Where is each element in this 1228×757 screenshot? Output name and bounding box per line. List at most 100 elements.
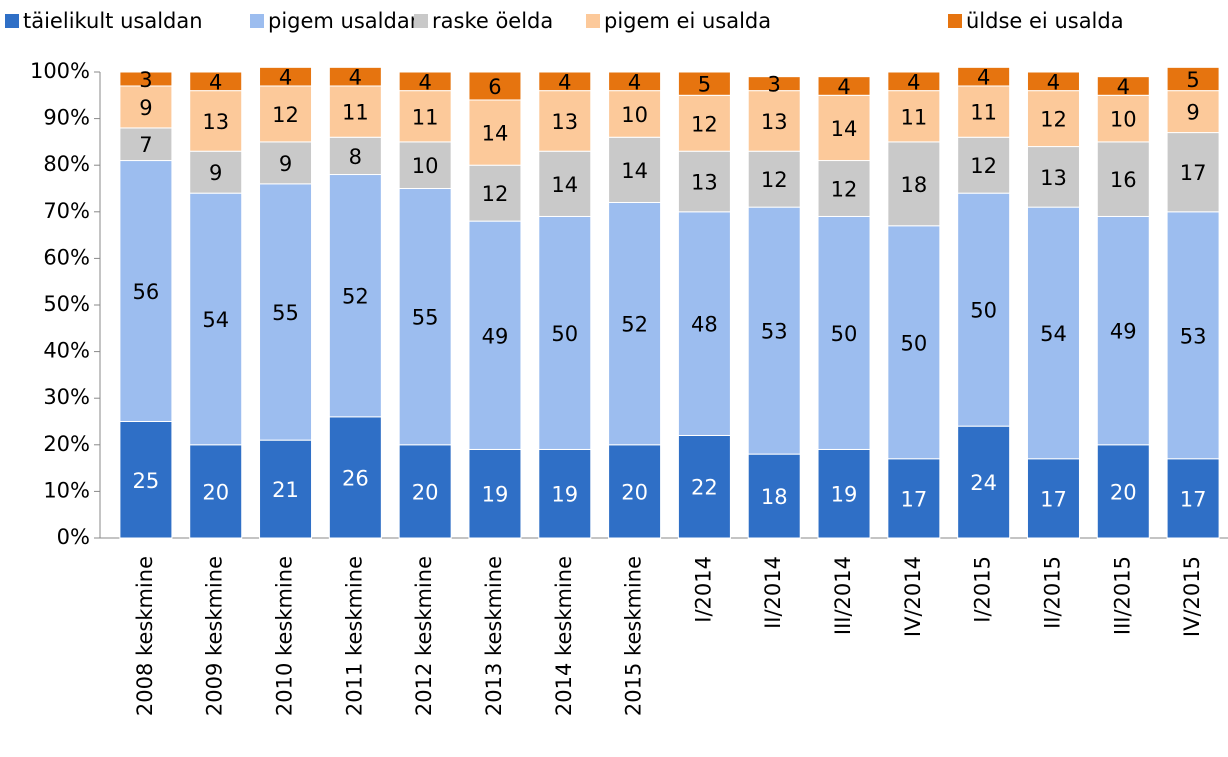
bar-segment <box>119 85 173 129</box>
legend-swatch <box>414 14 428 28</box>
x-tick-label: IV/2015 <box>1180 556 1204 637</box>
bar-segment <box>259 141 313 185</box>
bar-segment <box>957 192 1011 427</box>
bar-segment <box>328 66 382 87</box>
data-label: 26 <box>342 466 369 490</box>
data-label: 52 <box>621 313 648 337</box>
legend-swatch <box>586 14 600 28</box>
bar-segment <box>747 206 801 455</box>
x-tick-label: 2011 keskmine <box>342 556 366 716</box>
data-label: 50 <box>551 322 578 346</box>
bar-segment <box>259 439 313 539</box>
data-label: 10 <box>412 154 439 178</box>
data-label: 6 <box>488 75 501 99</box>
y-tick-label: 60% <box>43 245 90 269</box>
legend-label: raske öelda <box>432 9 553 33</box>
data-label: 4 <box>1117 75 1130 99</box>
bar-segment <box>538 150 592 217</box>
data-label: 17 <box>1040 487 1067 511</box>
legend-label: pigem usaldan <box>268 9 423 33</box>
data-label: 13 <box>1040 166 1067 190</box>
data-label: 11 <box>970 101 997 125</box>
data-label: 14 <box>831 117 858 141</box>
bar-segment <box>887 225 941 460</box>
data-label: 4 <box>558 70 571 94</box>
bar-segment <box>1166 458 1220 539</box>
data-label: 49 <box>1110 320 1137 344</box>
data-label: 53 <box>1180 324 1207 348</box>
bar-segment <box>1096 215 1150 446</box>
bar-segment <box>887 90 941 143</box>
data-label: 7 <box>139 133 152 157</box>
legend-swatch <box>948 14 962 28</box>
y-tick-label: 100% <box>30 59 90 83</box>
data-label: 13 <box>202 110 229 134</box>
data-label: 52 <box>342 285 369 309</box>
data-label: 11 <box>412 105 439 129</box>
data-label: 48 <box>691 313 718 337</box>
y-tick-label: 50% <box>43 292 90 316</box>
bar-segment <box>538 71 592 92</box>
data-label: 12 <box>691 112 718 136</box>
bar-segment <box>1166 66 1220 92</box>
bar-segment <box>957 66 1011 87</box>
bar-segment <box>887 458 941 539</box>
bar-segment <box>1096 94 1150 143</box>
x-tick-label: II/2015 <box>1040 556 1064 629</box>
data-label: 5 <box>698 73 711 97</box>
bar-segment <box>189 192 243 446</box>
bar-segment <box>957 85 1011 138</box>
data-label: 4 <box>977 66 990 90</box>
legend-label: üldse ei usalda <box>966 9 1124 33</box>
bar-segment <box>398 188 452 446</box>
bar-segment <box>328 416 382 539</box>
bar-segment <box>259 183 313 441</box>
data-label: 11 <box>900 105 927 129</box>
data-label: 54 <box>1040 322 1067 346</box>
y-tick-label: 10% <box>43 478 90 502</box>
bar-segment <box>957 136 1011 194</box>
data-label: 18 <box>900 173 927 197</box>
bar-segment <box>328 136 382 176</box>
bar-segment <box>119 160 173 422</box>
y-tick-label: 70% <box>43 199 90 223</box>
bar-segment <box>1166 132 1220 213</box>
y-tick-label: 20% <box>43 432 90 456</box>
legend-label: täielikult usaldan <box>23 9 203 33</box>
data-label: 55 <box>272 301 299 325</box>
bar-segment <box>538 215 592 450</box>
bar-segment <box>259 85 313 143</box>
bar-segment <box>189 444 243 539</box>
bar-segment <box>328 85 382 138</box>
data-label: 10 <box>621 103 648 127</box>
data-label: 13 <box>761 110 788 134</box>
data-label: 13 <box>551 110 578 134</box>
data-label: 12 <box>970 154 997 178</box>
y-tick-label: 80% <box>43 152 90 176</box>
data-label: 20 <box>412 480 439 504</box>
bar-segment <box>1096 444 1150 539</box>
bar-segment <box>538 90 592 152</box>
bar-segment <box>677 211 731 436</box>
data-label: 55 <box>412 306 439 330</box>
bar-segment <box>398 444 452 539</box>
bar-segment <box>677 71 731 96</box>
bar-segment <box>887 141 941 227</box>
bar-segment <box>189 90 243 152</box>
bar-segment <box>398 90 452 143</box>
bar-segment <box>608 444 662 539</box>
data-label: 18 <box>761 485 788 509</box>
y-tick-label: 0% <box>57 525 90 549</box>
bar-segment <box>677 150 731 213</box>
data-label: 50 <box>831 322 858 346</box>
bar-segment <box>1166 211 1220 460</box>
data-label: 4 <box>628 70 641 94</box>
data-label: 14 <box>551 173 578 197</box>
data-label: 20 <box>621 480 648 504</box>
data-label: 13 <box>691 171 718 195</box>
bar-segment <box>1096 76 1150 96</box>
y-tick-label: 90% <box>43 106 90 130</box>
bar-segment <box>119 421 173 539</box>
data-label: 22 <box>691 476 718 500</box>
